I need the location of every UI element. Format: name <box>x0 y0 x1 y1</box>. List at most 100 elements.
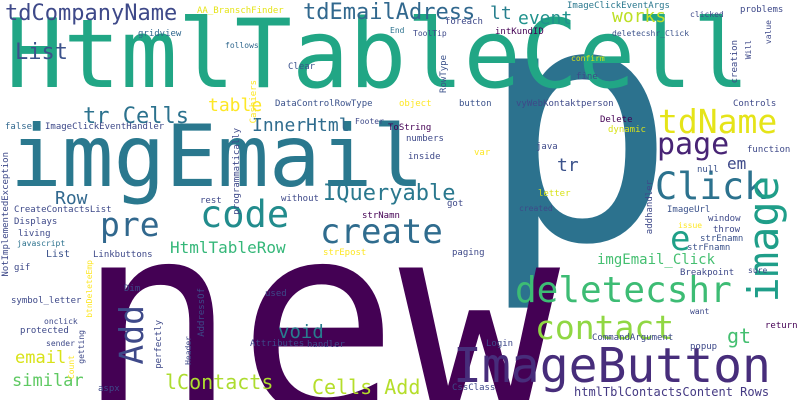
word-vywebkontaktperson: vyWebKontaktperson <box>516 99 614 109</box>
word-addhandler: addhandler <box>645 180 655 235</box>
word-tostring: ToString <box>388 123 432 133</box>
word-used: used <box>265 289 287 299</box>
word-e: e <box>670 219 691 259</box>
word-iqueryable: IQueryable <box>323 181 456 206</box>
word-var: var <box>474 148 491 158</box>
word-popup: popup <box>690 342 718 352</box>
word-list: List <box>15 40 68 65</box>
word-add: Add <box>112 305 151 365</box>
word-htmltablerow: HtmlTableRow <box>170 238 286 257</box>
word-function: function <box>747 145 791 155</box>
word-throw: throw <box>713 225 741 235</box>
word-gif: gif <box>14 263 31 273</box>
word-getting: getting <box>77 330 86 364</box>
word-commandargument: CommandArgument <box>592 333 674 343</box>
word-deletecshr-click: deletecshr_Click <box>612 29 690 38</box>
word-foreach: foreach <box>445 17 483 27</box>
word-login: Login <box>486 339 514 349</box>
word-tr: tr <box>557 155 579 176</box>
word-symbol-letter: symbol_letter <box>11 296 82 306</box>
word-datacontrolrowtype: DataControlRowType <box>275 99 373 109</box>
word-paging: paging <box>452 248 485 258</box>
word-imageurl: ImageUrl <box>667 205 711 215</box>
word-issue: issue <box>678 221 703 230</box>
word-false: false <box>5 122 33 132</box>
word-image: image <box>739 176 788 303</box>
word-follows: follows <box>225 41 259 50</box>
word-tdcompanyname: tdCompanyName <box>5 1 178 26</box>
word-java: java <box>536 142 558 152</box>
word-null: null <box>697 165 719 175</box>
word-creation: creation <box>730 40 740 84</box>
word-dim: Dim <box>124 284 141 294</box>
word-attributes: Attributes <box>250 339 305 349</box>
word-handler: handler <box>307 340 345 350</box>
word-strenamn: strEnamn <box>700 234 744 244</box>
word-new: new <box>76 166 561 400</box>
word-tooltip: ToolTip <box>413 29 447 38</box>
word-end: End <box>390 26 405 35</box>
word-email: email <box>15 348 67 368</box>
word-innerhtml: InnerHtml <box>252 115 350 136</box>
word-p: p <box>478 0 677 317</box>
word-cashiers: Cashiers <box>249 80 259 124</box>
word-imageclickeventhandler: ImageClickEventHandler <box>45 122 165 132</box>
word-inside: inside <box>408 152 441 162</box>
word-without: without <box>281 194 319 204</box>
word-living: living <box>18 229 51 239</box>
word-header: Header <box>184 336 193 365</box>
word-delete: Delete <box>600 115 633 125</box>
word-perfectly: perfectly <box>154 320 164 369</box>
word-letter: letter <box>538 189 571 199</box>
word-created: created <box>519 204 553 213</box>
word-tdemailadress: tdEmailAdress <box>303 0 476 25</box>
word-strfnamn: strFnamn <box>687 243 731 253</box>
word-value: value <box>764 20 773 45</box>
word-similar: similar <box>12 371 84 391</box>
word-deletecshr: deletecshr <box>515 270 732 311</box>
word-htmltblcontactscontent-rows: htmlTblContactsContent Rows <box>574 385 770 399</box>
word-cssclass: CssClass <box>452 383 496 393</box>
word-imageclickeventargs: ImageClickEventArgs <box>567 1 670 11</box>
word-protected: protected <box>20 326 69 336</box>
word-numbers: numbers <box>406 134 444 144</box>
word-htmltablecell: HtmlTableCell <box>6 0 750 110</box>
word-window: window <box>708 214 741 224</box>
word-createcontactslist: CreateContactsList <box>14 205 112 215</box>
word-confirm: confirm <box>571 54 605 63</box>
word-problems: problems <box>740 5 784 15</box>
word-intkundid: intKundID <box>495 27 544 37</box>
word-strnamn: strNamn <box>362 211 400 221</box>
word-contact: contact <box>535 308 675 347</box>
word-notimplementedexception: NotImplementedException <box>1 152 11 277</box>
word-void: void <box>278 321 324 343</box>
word-gt: gt <box>727 324 752 348</box>
word-code: code <box>200 193 290 236</box>
word-cells-add: Cells Add <box>312 375 421 399</box>
word-lcontacts: lContacts <box>165 370 274 394</box>
word-strepost: strEpost <box>323 248 367 258</box>
word-list-small: List <box>46 249 71 260</box>
word-row: Row <box>55 188 88 209</box>
word-create: create <box>320 212 443 252</box>
word-imgemail-click: imgEmail_Click <box>597 252 716 268</box>
word-btndeleteemp: btnDeleteEmp <box>85 260 94 318</box>
word-rowtype: RowType <box>439 55 449 93</box>
word-tdname: tdName <box>658 102 778 141</box>
word-lt: lt <box>490 3 512 24</box>
word-sure: sure <box>748 266 768 275</box>
word-javascript: javascript <box>17 239 66 248</box>
word-sender: sender <box>46 339 75 348</box>
word-em: em <box>727 154 747 173</box>
word-footer: Footer <box>355 117 384 126</box>
word-breakpoint: Breakpoint <box>680 268 735 278</box>
word-dynamic: dynamic <box>608 125 646 135</box>
word-linkbuttons: Linkbuttons <box>93 250 153 260</box>
word-tr-cells: tr Cells <box>83 104 189 129</box>
word-works: works <box>612 6 667 27</box>
word-page: page <box>657 127 730 162</box>
word-gridview: gridview <box>138 29 182 39</box>
word-count: Count <box>67 355 76 380</box>
word-clicked: clicked <box>690 10 724 19</box>
